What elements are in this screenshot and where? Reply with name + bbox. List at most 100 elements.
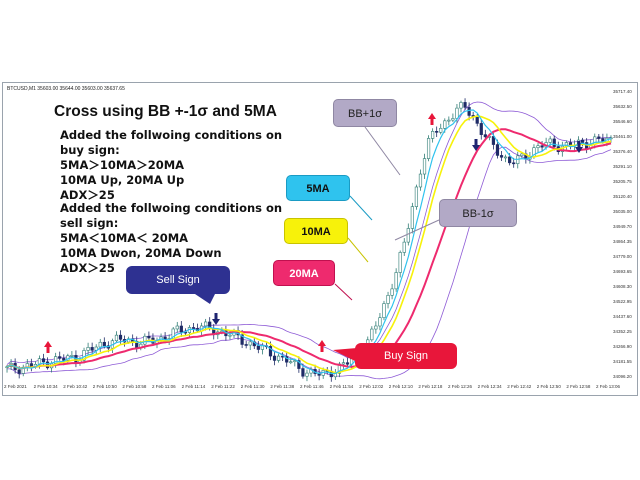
time-tick-label: 2 Feb 11:38 <box>270 384 295 389</box>
sell-arrow <box>472 139 480 151</box>
candle-body <box>143 335 147 345</box>
candle-body <box>447 119 451 122</box>
candle-body <box>459 102 463 109</box>
ma20-line <box>6 128 612 370</box>
ma10-line <box>6 115 612 374</box>
candle-body <box>520 153 524 157</box>
bb-plus-pointer <box>364 126 401 176</box>
time-tick-label: 2 Feb 11:22 <box>211 384 235 389</box>
candle-body <box>114 334 119 342</box>
candle-body <box>62 358 66 361</box>
price-tick-label: 34779.00 <box>613 254 632 259</box>
time-tick-label: 2 Feb 12:42 <box>507 384 532 389</box>
time-axis[interactable]: 2 Feb 2021 2 Feb 10:34 2 Feb 10:42 2 Feb 10… <box>3 384 620 396</box>
price-tick-label: 34522.95 <box>613 299 632 304</box>
time-tick-label: 2 Feb 12:58 <box>566 384 591 389</box>
buy-arrow <box>428 113 436 125</box>
ma20-callout: 20MA <box>273 260 335 286</box>
candle-body <box>479 123 483 135</box>
candle-body <box>435 131 439 133</box>
bb-minus-1sigma-callout: BB-1σ <box>439 199 517 227</box>
candle-body <box>398 252 402 273</box>
candle-body <box>426 138 431 159</box>
price-tick-label: 34352.25 <box>613 329 632 334</box>
time-tick-label: 2 Feb 13:06 <box>596 384 621 389</box>
time-tick-label: 2 Feb 11:30 <box>240 384 265 389</box>
price-tick-label: 35035.00 <box>613 209 632 214</box>
candle-body <box>491 136 496 145</box>
sell-arrow <box>575 141 583 153</box>
ma10-callout: 10MA <box>284 218 348 244</box>
candle-body <box>370 328 374 341</box>
time-tick-label: 2 Feb 11:54 <box>329 384 354 389</box>
candle-body <box>382 303 386 318</box>
price-tick-label: 35717.40 <box>613 89 632 94</box>
candle-body <box>536 145 540 148</box>
candle-body <box>439 128 443 133</box>
candle-body <box>431 131 435 139</box>
candle-body <box>305 372 309 377</box>
candle-body <box>390 288 394 296</box>
candle-body <box>406 228 410 243</box>
candle-body <box>70 355 74 357</box>
candle-body <box>175 325 179 330</box>
time-tick-label: 2 Feb 10:58 <box>122 384 147 389</box>
candle-body <box>58 356 62 359</box>
candle-body <box>118 334 123 340</box>
candle-body <box>386 295 390 304</box>
candle-body <box>86 347 90 351</box>
time-tick-label: 2 Feb 12:02 <box>359 384 384 389</box>
candle-body <box>463 102 467 108</box>
bollinger-lower-band <box>7 146 612 380</box>
candle-body <box>552 138 556 147</box>
headline: Cross using BB +-1σ and 5MA <box>54 103 277 120</box>
candle-body <box>240 334 244 345</box>
price-tick-label: 34693.65 <box>613 269 632 274</box>
candle-body <box>54 356 58 364</box>
time-tick-label: 2 Feb 2021 <box>4 384 27 389</box>
price-tick-label: 35120.40 <box>613 194 632 199</box>
candle-body <box>414 186 419 207</box>
price-axis[interactable]: 35717.40 35632.50 35546.60 35461.00 35376.40… <box>613 83 639 383</box>
candle-body <box>548 138 552 143</box>
candle-body <box>540 145 544 148</box>
time-tick-label: 2 Feb 11:06 <box>152 384 176 389</box>
candle-body <box>94 346 98 351</box>
price-tick-label: 34949.70 <box>613 224 632 229</box>
candle-body <box>289 361 293 364</box>
candle-body <box>272 355 277 361</box>
bb-minus-pointer <box>394 219 440 241</box>
price-tick-label: 35376.40 <box>613 149 632 154</box>
candle-body <box>374 325 378 330</box>
sell-arrow <box>212 313 220 325</box>
candle-body <box>293 360 297 363</box>
candle-body <box>483 134 487 138</box>
candle-body <box>499 155 504 158</box>
price-tick-label: 34608.30 <box>613 284 632 289</box>
chart-window[interactable]: BTCUSD,M1 35603.00 35644.00 35603.00 356… <box>2 82 638 396</box>
price-tick-label: 35461.00 <box>613 134 632 139</box>
candle-body <box>410 206 414 229</box>
candle-body <box>443 120 447 129</box>
ma5-pointer <box>349 195 373 221</box>
candle-body <box>341 362 346 365</box>
time-tick-label: 2 Feb 11:14 <box>181 384 206 389</box>
candle-body <box>512 162 516 165</box>
time-tick-label: 2 Feb 10:42 <box>63 384 88 389</box>
candle-body <box>268 346 273 357</box>
candle-body <box>90 347 94 351</box>
candle-body <box>248 341 252 346</box>
candle-body <box>301 368 305 377</box>
candle-body <box>508 156 512 164</box>
price-chart-canvas[interactable] <box>3 83 613 383</box>
candle-body <box>285 356 289 363</box>
price-tick-label: 34096.20 <box>613 374 632 379</box>
price-tick-label: 34864.35 <box>613 239 632 244</box>
candle-body <box>495 144 500 156</box>
candle-body <box>597 136 601 139</box>
candle-body <box>244 344 248 346</box>
sell-sign-callout: Sell Sign <box>126 266 230 294</box>
time-tick-label: 2 Feb 12:34 <box>477 384 502 389</box>
price-tick-label: 35291.10 <box>613 164 632 169</box>
